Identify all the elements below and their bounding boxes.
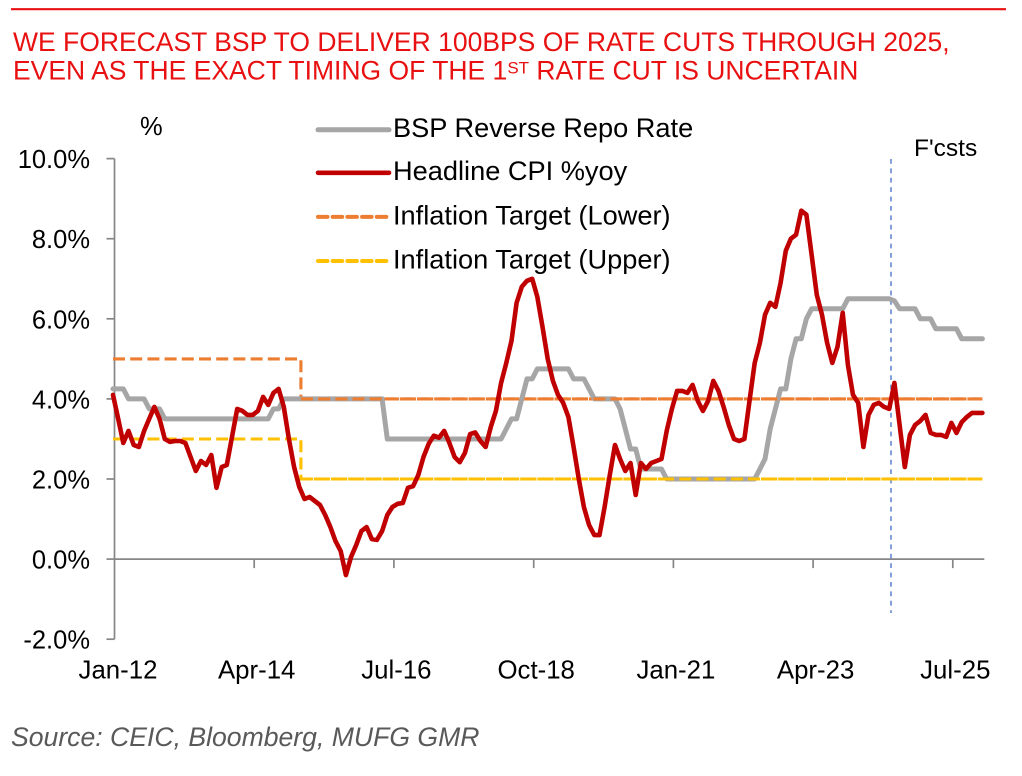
svg-text:Apr-23: Apr-23 xyxy=(777,657,854,685)
svg-text:Jul-25: Jul-25 xyxy=(920,657,990,685)
svg-text:F'csts: F'csts xyxy=(914,135,977,162)
svg-text:Jul-16: Jul-16 xyxy=(361,657,431,685)
svg-text:WE FORECAST BSP TO DELIVER 100: WE FORECAST BSP TO DELIVER 100BPS OF RAT… xyxy=(13,27,950,57)
svg-text:BSP Reverse Repo Rate: BSP Reverse Repo Rate xyxy=(393,112,693,143)
svg-text:4.0%: 4.0% xyxy=(32,386,90,414)
svg-text:10.0%: 10.0% xyxy=(18,146,90,174)
svg-text:Headline CPI %yoy: Headline CPI %yoy xyxy=(393,155,628,186)
svg-text:Source: CEIC, Bloomberg, MUFG: Source: CEIC, Bloomberg, MUFG GMR xyxy=(11,722,479,752)
svg-text:Inflation Target (Upper): Inflation Target (Upper) xyxy=(393,243,671,274)
svg-text:Jan-12: Jan-12 xyxy=(79,657,158,685)
svg-text:%: % xyxy=(140,113,163,141)
svg-text:0.0%: 0.0% xyxy=(32,547,90,575)
svg-text:Apr-14: Apr-14 xyxy=(218,657,295,685)
svg-text:6.0%: 6.0% xyxy=(32,306,90,334)
svg-text:Oct-18: Oct-18 xyxy=(497,657,574,685)
svg-text:2.0%: 2.0% xyxy=(32,467,90,495)
svg-text:Jan-21: Jan-21 xyxy=(636,657,715,685)
svg-text:-2.0%: -2.0% xyxy=(23,627,90,655)
svg-text:8.0%: 8.0% xyxy=(32,226,90,254)
svg-text:EVEN AS THE EXACT TIMING OF TH: EVEN AS THE EXACT TIMING OF THE 1ST RATE… xyxy=(13,56,858,86)
svg-text:Inflation Target (Lower): Inflation Target (Lower) xyxy=(393,199,671,230)
